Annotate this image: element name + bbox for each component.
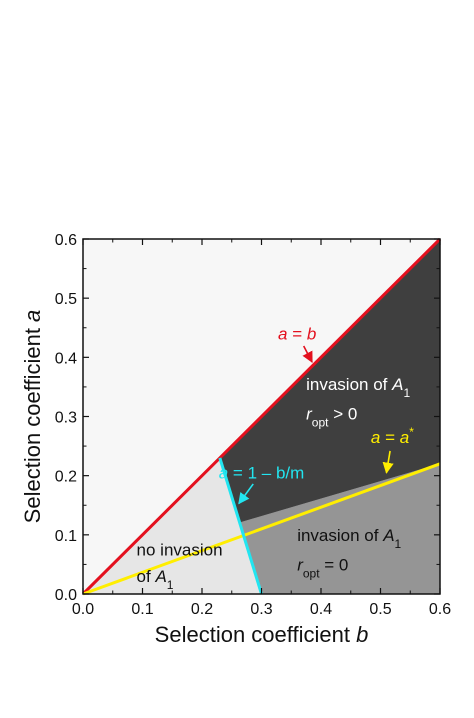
y-tick-label: 0.6 <box>55 232 77 249</box>
no-invasion-line2: of A1 <box>137 567 174 592</box>
x-tick-label: 0.0 <box>72 601 94 618</box>
invasion-ropt-positive-line2: ropt > 0 <box>306 404 357 429</box>
a-equals-b-arrow <box>302 345 313 364</box>
y-tick-label: 0.0 <box>55 587 77 604</box>
invasion-ropt-positive-line1: invasion of A1 <box>306 375 410 400</box>
annotations: a = b a = a* a = 1 – b/m <box>219 325 414 505</box>
region-labels: invasion of A1 ropt > 0 invasion of A1 ropt… <box>137 375 411 592</box>
a-equals-1-bm-arrow <box>238 483 254 505</box>
series-line-0 <box>81 237 442 596</box>
a-equals-astar-label: a = a* <box>371 425 414 447</box>
invasion-ropt-zero-line1: invasion of A1 <box>297 526 401 551</box>
ticks: 0.00.0 0.1 0.1 0.2 0.2 0.3 0.3 0.4 0.4 0.5 0.5 0.6 0… <box>55 232 451 618</box>
y-tick-label: 0.3 <box>55 410 77 427</box>
series-line-2 <box>218 457 263 595</box>
y-tick-label: 0.2 <box>55 469 77 486</box>
invasion-ropt-zero-line2: ropt = 0 <box>297 555 348 580</box>
x-tick-label: 0.1 <box>131 601 153 618</box>
x-tick-label: 0.2 <box>191 601 213 618</box>
x-tick-label: 0.3 <box>250 601 272 618</box>
x-tick-label: 0.6 <box>429 601 451 618</box>
y-tick-label: 0.4 <box>55 350 77 367</box>
x-tick-label: 0.5 <box>369 601 391 618</box>
x-axis-label: Selection coefficient b <box>155 622 369 647</box>
y-axis-label: Selection coefficient a <box>20 310 45 524</box>
no-invasion-line1: no invasion <box>137 541 223 560</box>
boundary-lines <box>81 237 442 596</box>
x-tick-label: 0.4 <box>310 601 332 618</box>
series-line-1 <box>82 462 441 596</box>
a-equals-1-bm-label: a = 1 – b/m <box>219 464 305 483</box>
y-tick-label: 0.5 <box>55 291 77 308</box>
a-equals-b-label: a = b <box>278 325 316 344</box>
y-tick-label: 0.1 <box>55 528 77 545</box>
a-equals-astar-arrow <box>382 450 394 474</box>
